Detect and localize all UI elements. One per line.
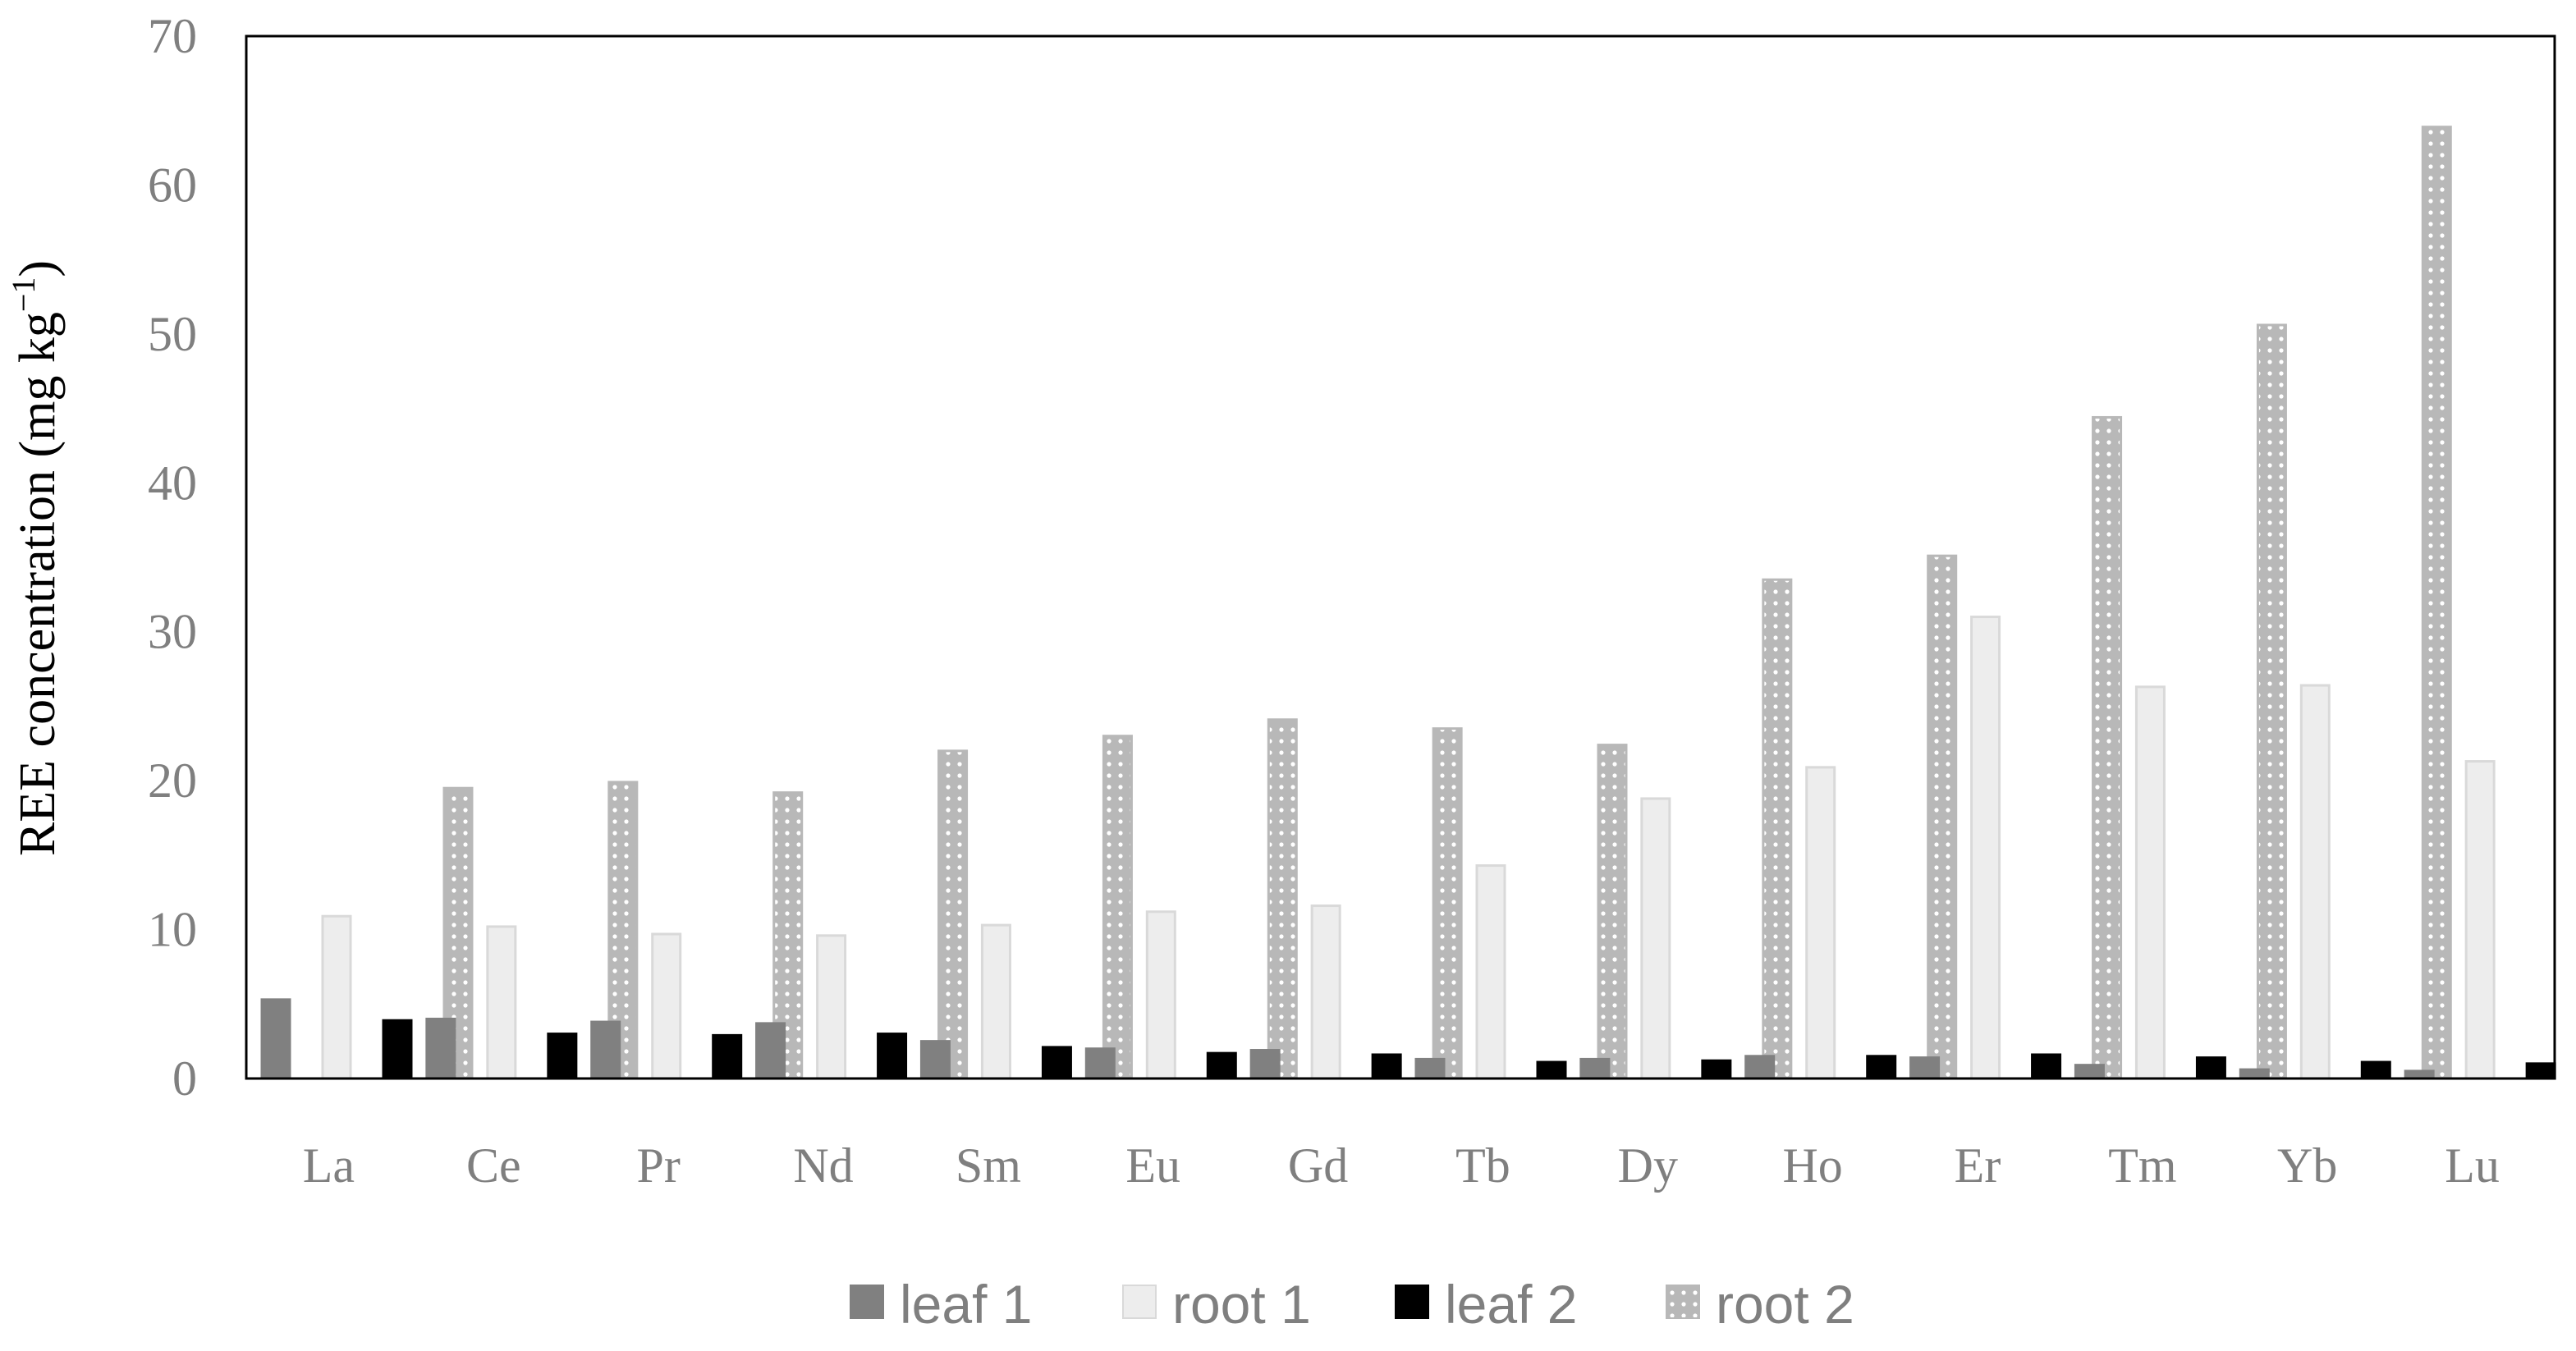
bar-root-2-tm	[2256, 323, 2287, 1080]
x-tick-label-yb: Yb	[2277, 1138, 2337, 1193]
legend: leaf 1 root 1 leaf 2 root 2	[850, 1274, 1854, 1335]
bar-root-1-gd	[1310, 904, 1341, 1080]
legend-label-root-1: root 1	[1172, 1274, 1311, 1335]
bar-leaf-2-la	[382, 1019, 413, 1080]
bar-leaf-1-tb	[1414, 1057, 1446, 1080]
bar-root-1-ce	[486, 925, 517, 1080]
bar-root-1-tb	[1475, 864, 1506, 1080]
bar-root-2-sm	[1102, 735, 1133, 1080]
legend-swatch-leaf-2	[1395, 1285, 1429, 1319]
bar-leaf-1-nd	[755, 1022, 786, 1080]
x-tick-label-la: La	[303, 1138, 355, 1193]
bar-leaf-1-dy	[1579, 1057, 1611, 1080]
bar-leaf-2-yb	[2360, 1060, 2391, 1080]
bar-root-1-tm	[2134, 685, 2166, 1080]
bar-root-1-la	[321, 914, 352, 1080]
bar-leaf-1-er	[1909, 1056, 1941, 1080]
x-axis-ticks: La Ce Pr Nd Sm Eu Gd Tb Dy Ho Er Tm Yb Lu	[303, 1138, 2500, 1193]
bar-root-2-gd	[1432, 727, 1463, 1080]
bar-root-1-yb	[2299, 684, 2331, 1080]
legend-swatch-root-2	[1666, 1285, 1700, 1319]
y-axis-ticks: 0 10 20 30 40 50 60 70	[148, 9, 197, 1106]
x-tick-label-lu: Lu	[2445, 1138, 2500, 1193]
bar-leaf-1-pr	[590, 1020, 621, 1080]
plot-area	[245, 34, 2556, 1080]
x-tick-label-tb: Tb	[1455, 1138, 1510, 1193]
bar-leaf-1-yb	[2239, 1068, 2270, 1080]
bar-leaf-2-tb	[1536, 1060, 1567, 1080]
bar-leaf-2-pr	[712, 1033, 743, 1080]
y-axis-title-close: )	[10, 260, 66, 277]
x-tick-label-dy: Dy	[1618, 1138, 1678, 1193]
y-tick-label: 50	[148, 307, 197, 361]
x-tick-label-gd: Gd	[1288, 1138, 1348, 1193]
legend-label-leaf-1: leaf 1	[900, 1274, 1032, 1335]
y-axis-title-superscript: −1	[5, 277, 42, 313]
y-axis-title: REE concentration (mg kg−1)	[5, 260, 66, 856]
y-tick-label: 60	[148, 158, 197, 212]
bar-leaf-2-dy	[1701, 1059, 1732, 1080]
legend-label-leaf-2: leaf 2	[1445, 1274, 1577, 1335]
bar-leaf-2-gd	[1371, 1053, 1402, 1080]
bar-leaf-1-la	[260, 998, 291, 1080]
bar-root-2-ho	[1927, 554, 1958, 1080]
bar-root-2-tb	[1597, 744, 1628, 1080]
bar-root-2-dy	[1762, 578, 1793, 1080]
y-axis-title-text: REE concentration (mg kg	[10, 312, 66, 856]
bar-leaf-2-sm	[1041, 1046, 1072, 1080]
x-tick-label-sm: Sm	[956, 1138, 1021, 1193]
bar-root-2-yb	[2421, 126, 2452, 1080]
bar-root-1-lu	[2464, 760, 2496, 1080]
bar-leaf-2-lu	[2525, 1062, 2556, 1080]
y-tick-label: 0	[172, 1051, 197, 1106]
bar-leaf-1-ce	[425, 1017, 456, 1080]
y-tick-label: 30	[148, 605, 197, 659]
bar-leaf-2-ho	[1866, 1055, 1897, 1080]
bar-root-1-er	[1970, 616, 2001, 1080]
bar-root-1-eu	[1145, 910, 1176, 1080]
legend-swatch-root-1	[1122, 1285, 1157, 1319]
y-tick-label: 70	[148, 9, 197, 63]
bar-leaf-2-er	[2031, 1053, 2062, 1080]
legend-swatch-leaf-1	[850, 1285, 884, 1319]
y-tick-label: 20	[148, 753, 197, 808]
x-tick-label-eu: Eu	[1125, 1138, 1180, 1193]
bar-leaf-2-nd	[877, 1033, 908, 1080]
bar-leaf-1-ho	[1744, 1055, 1776, 1080]
bar-root-1-sm	[980, 923, 1011, 1080]
bar-leaf-1-sm	[919, 1040, 951, 1080]
legend-label-root-2: root 2	[1716, 1274, 1854, 1335]
x-tick-label-er: Er	[1955, 1138, 2001, 1193]
bar-leaf-1-tm	[2074, 1064, 2105, 1080]
bar-root-1-ho	[1805, 766, 1836, 1080]
x-tick-label-tm: Tm	[2108, 1138, 2176, 1193]
bar-root-1-nd	[816, 934, 847, 1080]
x-tick-label-ce: Ce	[466, 1138, 521, 1193]
bar-leaf-2-ce	[547, 1033, 578, 1080]
y-tick-label: 40	[148, 456, 197, 510]
bar-root-2-er	[2092, 415, 2123, 1080]
bar-leaf-2-eu	[1206, 1051, 1237, 1080]
bar-root-2-nd	[937, 749, 969, 1080]
y-tick-label: 10	[148, 903, 197, 957]
bar-leaf-1-gd	[1249, 1049, 1281, 1080]
x-tick-label-nd: Nd	[793, 1138, 853, 1193]
bar-root-2-eu	[1267, 718, 1298, 1080]
bar-root-1-dy	[1640, 797, 1671, 1080]
bar-leaf-1-eu	[1084, 1047, 1116, 1080]
x-tick-label-ho: Ho	[1782, 1138, 1842, 1193]
x-tick-label-pr: Pr	[636, 1138, 680, 1193]
bar-root-1-pr	[651, 932, 682, 1080]
bars	[260, 126, 2556, 1080]
bar-leaf-2-tm	[2195, 1056, 2226, 1080]
